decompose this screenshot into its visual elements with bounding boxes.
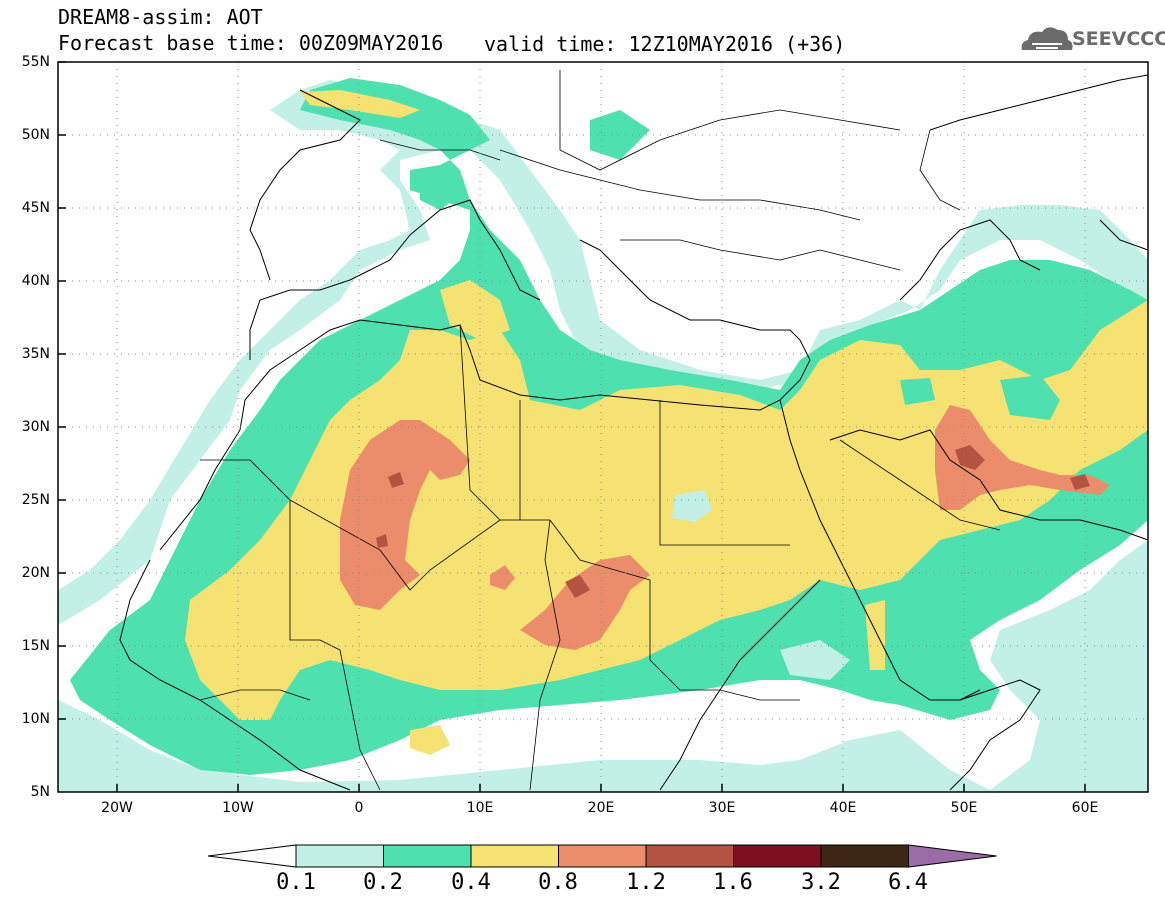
lat-label-5n: 5N bbox=[30, 784, 50, 800]
colorbar-label-3.2: 3.2 bbox=[801, 870, 841, 895]
lat-label-55n: 55N bbox=[21, 54, 50, 70]
lon-label-0: 0 bbox=[354, 800, 364, 816]
lat-label-30n: 30N bbox=[21, 419, 50, 435]
lat-label-35n: 35N bbox=[21, 346, 50, 362]
lat-label-25n: 25N bbox=[21, 492, 50, 508]
lon-label-30e: 30E bbox=[708, 800, 736, 816]
graticule bbox=[58, 62, 1148, 792]
lon-label-50e: 50E bbox=[950, 800, 978, 816]
lon-label-20e: 20E bbox=[587, 800, 615, 816]
cloud-icon bbox=[1021, 27, 1073, 50]
coastlines bbox=[119, 74, 1148, 791]
lon-label-40e: 40E bbox=[829, 800, 857, 816]
map-title: DREAM8-assim: AOT bbox=[58, 5, 263, 29]
lat-label-15n: 15N bbox=[21, 638, 50, 654]
colorbar-label-0.2: 0.2 bbox=[363, 870, 403, 895]
lat-label-10n: 10N bbox=[21, 711, 50, 727]
colorbar-label-1.6: 1.6 bbox=[713, 870, 753, 895]
lat-label-45n: 45N bbox=[21, 200, 50, 216]
valid-time: valid time: 12Z10MAY2016 (+36) bbox=[484, 32, 846, 56]
forecast-base-time: Forecast base time: 00Z09MAY2016 bbox=[58, 31, 444, 55]
aot-contour-0.8 bbox=[340, 405, 1110, 650]
lon-label-10e: 10E bbox=[466, 800, 494, 816]
lon-label-10w: 10W bbox=[222, 800, 254, 816]
colorbar-label-0.1: 0.1 bbox=[276, 870, 316, 895]
lon-label-20w: 20W bbox=[101, 800, 133, 816]
lat-label-20n: 20N bbox=[21, 565, 50, 581]
lon-label-60e: 60E bbox=[1071, 800, 1099, 816]
colorbar-label-6.4: 6.4 bbox=[888, 870, 928, 895]
colorbar-label-0.4: 0.4 bbox=[451, 870, 491, 895]
colorbar-label-1.2: 1.2 bbox=[626, 870, 666, 895]
lat-label-50n: 50N bbox=[21, 127, 50, 143]
logo-text: SEEVCCC bbox=[1072, 28, 1165, 50]
aot-contour-0.4 bbox=[185, 90, 1148, 755]
lat-label-40n: 40N bbox=[21, 273, 50, 289]
colorbar-label-0.8: 0.8 bbox=[538, 870, 578, 895]
borders bbox=[199, 70, 1001, 791]
aot-contour-1.2 bbox=[376, 445, 1090, 598]
